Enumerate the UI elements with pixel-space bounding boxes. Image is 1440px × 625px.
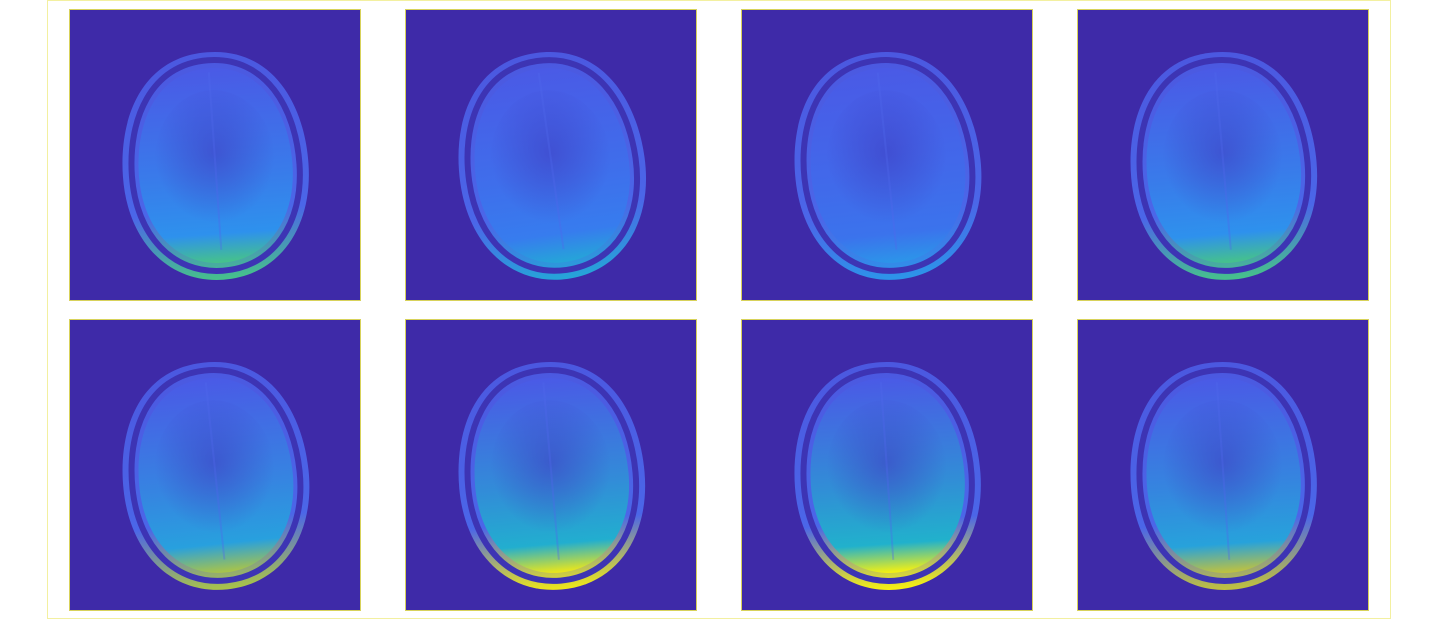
mri-slice-panel <box>1077 319 1369 611</box>
mri-slice-panel <box>405 9 697 301</box>
mri-slice-panel <box>741 319 1033 611</box>
brain-slice-image <box>122 362 310 590</box>
mri-slice-panel <box>1077 9 1369 301</box>
skull-ring <box>464 57 640 274</box>
skull-ring <box>128 367 304 584</box>
skull-ring <box>800 367 975 584</box>
skull-ring <box>800 57 976 274</box>
skull-ring <box>1136 367 1311 584</box>
mri-slice-panel <box>405 319 697 611</box>
mri-slice-panel <box>741 9 1033 301</box>
brain-slice-image <box>1130 362 1317 590</box>
skull-ring <box>1136 57 1312 274</box>
brain-slice-image <box>458 52 646 280</box>
brain-slice-image <box>458 362 646 590</box>
brain-slice-image <box>1130 52 1318 280</box>
mri-slice-panel <box>69 319 361 611</box>
brain-slice-image <box>794 52 982 280</box>
mri-slice-panel <box>69 9 361 301</box>
figure-frame <box>47 0 1391 619</box>
brain-slice-image <box>794 362 981 590</box>
brain-slice-image <box>122 52 309 280</box>
skull-ring <box>464 367 640 584</box>
skull-ring <box>128 57 303 274</box>
